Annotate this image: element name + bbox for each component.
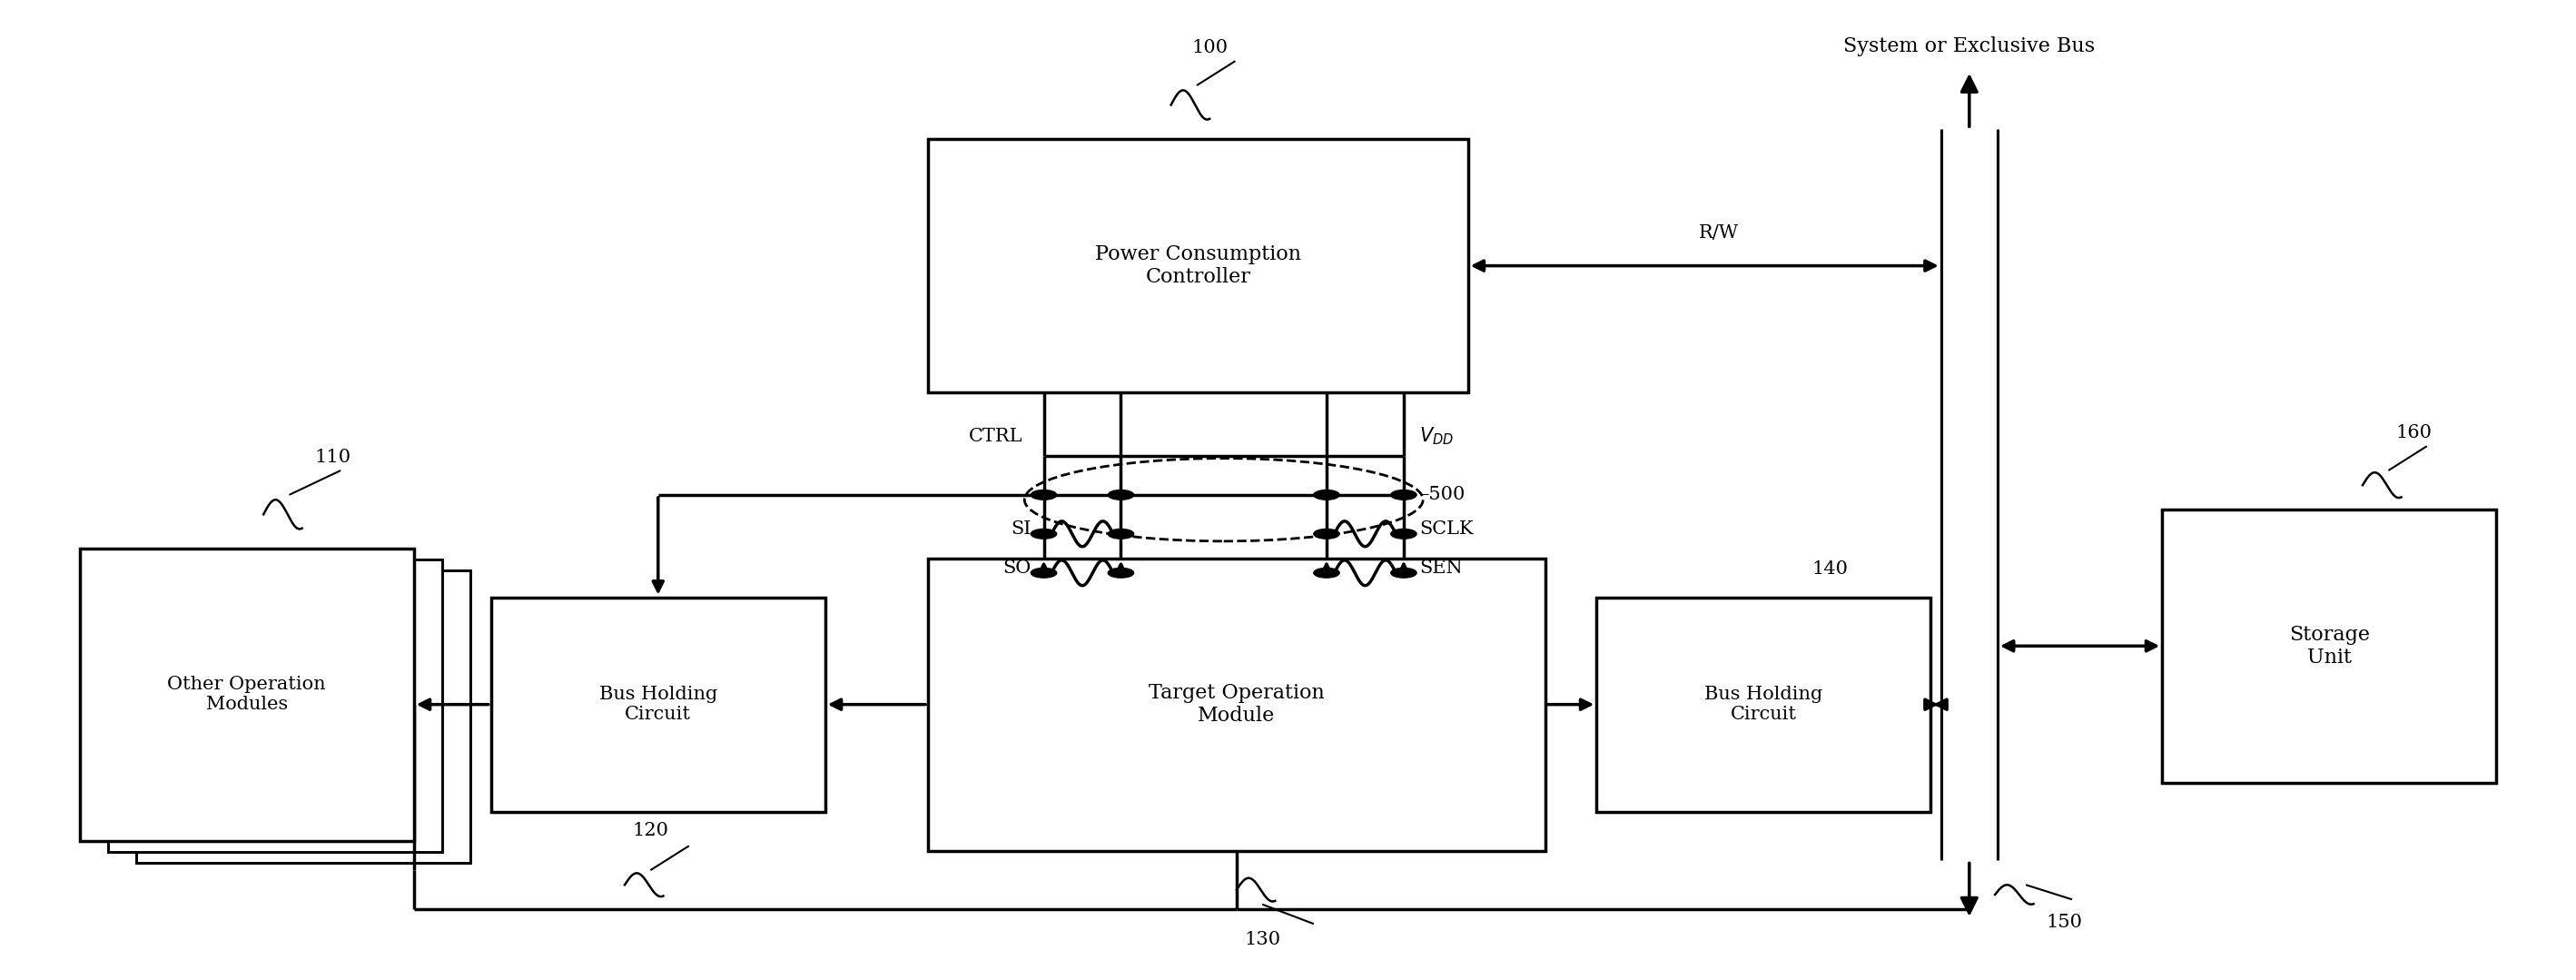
Text: 140: 140 bbox=[1814, 561, 1850, 578]
Text: Power Consumption
Controller: Power Consumption Controller bbox=[1095, 244, 1301, 287]
Text: SO: SO bbox=[1002, 560, 1030, 576]
Text: $V_{DD}$: $V_{DD}$ bbox=[1419, 425, 1453, 447]
Text: System or Exclusive Bus: System or Exclusive Bus bbox=[1844, 36, 2094, 56]
Text: 160: 160 bbox=[2396, 424, 2432, 441]
Text: 100: 100 bbox=[1190, 39, 1229, 56]
Circle shape bbox=[1391, 529, 1417, 539]
FancyBboxPatch shape bbox=[1597, 597, 1932, 811]
Circle shape bbox=[1108, 529, 1133, 539]
Circle shape bbox=[1030, 568, 1056, 578]
FancyBboxPatch shape bbox=[1942, 110, 1996, 880]
FancyBboxPatch shape bbox=[108, 560, 443, 852]
Text: 130: 130 bbox=[1244, 931, 1280, 948]
Text: SEN: SEN bbox=[1419, 560, 1463, 576]
FancyBboxPatch shape bbox=[80, 549, 415, 841]
Text: 110: 110 bbox=[314, 449, 350, 465]
Text: 120: 120 bbox=[631, 822, 670, 839]
Text: Other Operation
Modules: Other Operation Modules bbox=[167, 676, 327, 713]
Circle shape bbox=[1108, 568, 1133, 578]
Circle shape bbox=[1391, 490, 1417, 500]
FancyBboxPatch shape bbox=[137, 570, 471, 862]
Text: Storage
Unit: Storage Unit bbox=[2290, 624, 2370, 667]
Text: Bus Holding
Circuit: Bus Holding Circuit bbox=[1705, 686, 1824, 723]
FancyBboxPatch shape bbox=[927, 559, 1546, 851]
Text: SI: SI bbox=[1010, 520, 1030, 538]
Circle shape bbox=[1314, 529, 1340, 539]
Text: 150: 150 bbox=[2045, 914, 2084, 931]
FancyBboxPatch shape bbox=[927, 139, 1468, 393]
Circle shape bbox=[1314, 490, 1340, 500]
Text: Bus Holding
Circuit: Bus Holding Circuit bbox=[600, 686, 716, 723]
Text: R/W: R/W bbox=[1698, 224, 1739, 241]
Circle shape bbox=[1030, 490, 1056, 500]
Text: SCLK: SCLK bbox=[1419, 520, 1473, 538]
Text: CTRL: CTRL bbox=[969, 427, 1023, 445]
Circle shape bbox=[1314, 568, 1340, 578]
FancyBboxPatch shape bbox=[2161, 510, 2496, 782]
FancyBboxPatch shape bbox=[492, 597, 824, 811]
Text: –500: –500 bbox=[1419, 486, 1466, 504]
Circle shape bbox=[1391, 568, 1417, 578]
Circle shape bbox=[1030, 529, 1056, 539]
Text: Target Operation
Module: Target Operation Module bbox=[1149, 683, 1324, 726]
Circle shape bbox=[1108, 490, 1133, 500]
